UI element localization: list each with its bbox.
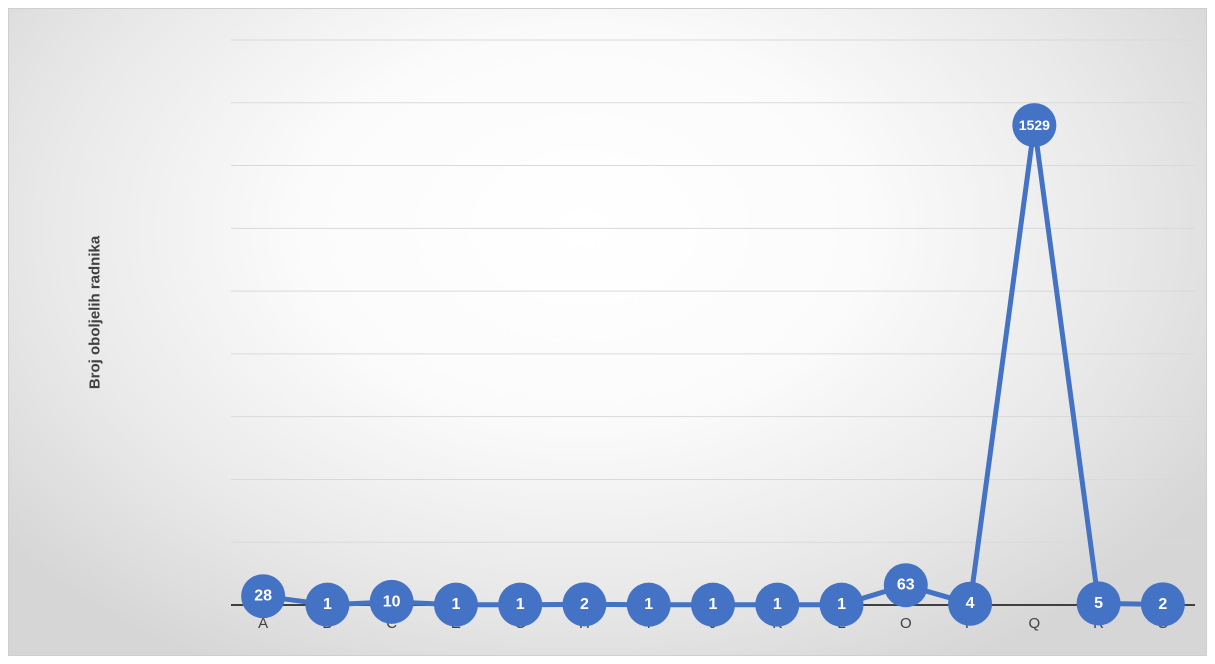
data-label: 1 <box>837 596 846 613</box>
gridlines <box>231 39 1195 543</box>
data-point <box>948 581 993 626</box>
data-point <box>1076 581 1121 626</box>
data-label: 1529 <box>1019 117 1050 133</box>
x-tick-label: O <box>900 615 912 632</box>
data-label: 2 <box>1158 596 1167 613</box>
data-point <box>305 582 350 627</box>
data-point <box>241 574 286 619</box>
data-point <box>498 582 543 627</box>
data-label: 10 <box>383 593 401 610</box>
data-label: 4 <box>966 595 975 612</box>
data-label: 1 <box>709 596 718 613</box>
data-label: 1 <box>773 596 782 613</box>
data-point <box>883 563 928 608</box>
series-line <box>262 122 1163 608</box>
data-points: 28 1 10 1 1 2 1 1 1 1 63 4 1529 5 2 <box>241 103 1185 627</box>
data-point <box>1012 103 1057 148</box>
chart-area: Broj oboljelih radnika ABCEGHIJKLOPQRS 2… <box>8 8 1207 656</box>
data-point <box>691 582 735 627</box>
data-point <box>369 579 414 624</box>
data-label: 2 <box>580 596 589 613</box>
data-point <box>1140 582 1185 627</box>
data-label: 28 <box>254 588 272 605</box>
data-label: 1 <box>323 596 332 613</box>
data-label: 1 <box>516 596 525 613</box>
data-point <box>433 582 478 627</box>
x-tick-label: A <box>258 615 268 632</box>
x-tick-label: Q <box>1028 615 1040 632</box>
y-axis-label: Broj oboljelih radnika <box>87 235 104 389</box>
data-label: 5 <box>1094 595 1103 612</box>
data-point <box>819 582 864 627</box>
data-label: 1 <box>451 596 460 613</box>
data-point <box>562 582 607 627</box>
data-label: 1 <box>644 596 653 613</box>
line-chart: Broj oboljelih radnika ABCEGHIJKLOPQRS 2… <box>87 39 1195 632</box>
data-point <box>755 582 800 627</box>
data-label: 63 <box>897 577 915 594</box>
data-point <box>626 582 671 627</box>
